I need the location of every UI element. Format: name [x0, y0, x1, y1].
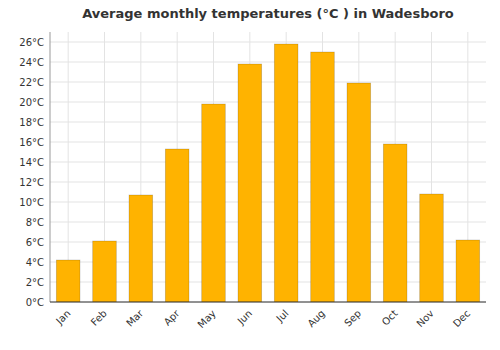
grid — [50, 32, 486, 302]
bar — [274, 44, 298, 302]
x-tick-label: Dec — [451, 308, 472, 329]
x-tick-label: Jul — [274, 308, 291, 325]
bar — [202, 104, 226, 302]
bar — [238, 64, 262, 302]
y-grid-line — [50, 62, 486, 63]
y-grid-line — [50, 122, 486, 123]
y-tick-label: 14°C — [19, 157, 44, 168]
y-tick-label: 6°C — [26, 237, 44, 248]
y-grid-line — [50, 102, 486, 103]
x-tick-label: Aug — [305, 308, 327, 330]
x-tick-label: Feb — [89, 308, 109, 328]
y-tick-label: 10°C — [19, 197, 44, 208]
x-tick-label: May — [196, 308, 218, 330]
y-tick-label: 4°C — [26, 257, 44, 268]
y-tick-label: 26°C — [19, 37, 44, 48]
bar — [129, 195, 153, 302]
bar — [165, 149, 189, 302]
x-tick-label: Jan — [53, 308, 72, 327]
y-tick-label: 20°C — [19, 97, 44, 108]
bar — [93, 241, 117, 302]
bars — [56, 44, 479, 302]
y-tick-label: 18°C — [19, 117, 44, 128]
bar — [311, 52, 335, 302]
x-tick-label: Mar — [124, 307, 146, 329]
y-tick-label: 2°C — [26, 277, 44, 288]
bar — [56, 260, 80, 302]
bar — [347, 83, 371, 302]
y-grid-line — [50, 302, 486, 303]
y-grid-line — [50, 42, 486, 43]
y-tick-label: 24°C — [19, 57, 44, 68]
y-tick-label: 22°C — [19, 77, 44, 88]
x-tick-label: Oct — [380, 308, 400, 328]
y-tick-label: 16°C — [19, 137, 44, 148]
y-tick-label: 0°C — [26, 297, 44, 308]
x-tick-label: Nov — [414, 308, 436, 330]
bar — [420, 194, 444, 302]
y-grid-line — [50, 142, 486, 143]
y-grid-line — [50, 82, 486, 83]
y-grid-line — [50, 182, 486, 183]
title: Average monthly temperatures (°C ) in Wa… — [82, 6, 454, 21]
x-axis-line — [50, 302, 486, 303]
y-tick-label: 12°C — [19, 177, 44, 188]
y-grid-line — [50, 162, 486, 163]
chart: Average monthly temperatures (°C ) in Wa… — [0, 0, 500, 350]
x-tick-label: Apr — [162, 307, 183, 328]
y-tick-label: 8°C — [26, 217, 44, 228]
bar — [456, 240, 480, 302]
y-axis-line — [50, 32, 51, 302]
bar — [383, 144, 407, 302]
x-tick-label: Sep — [342, 308, 363, 329]
x-tick-label: Jun — [235, 308, 255, 328]
